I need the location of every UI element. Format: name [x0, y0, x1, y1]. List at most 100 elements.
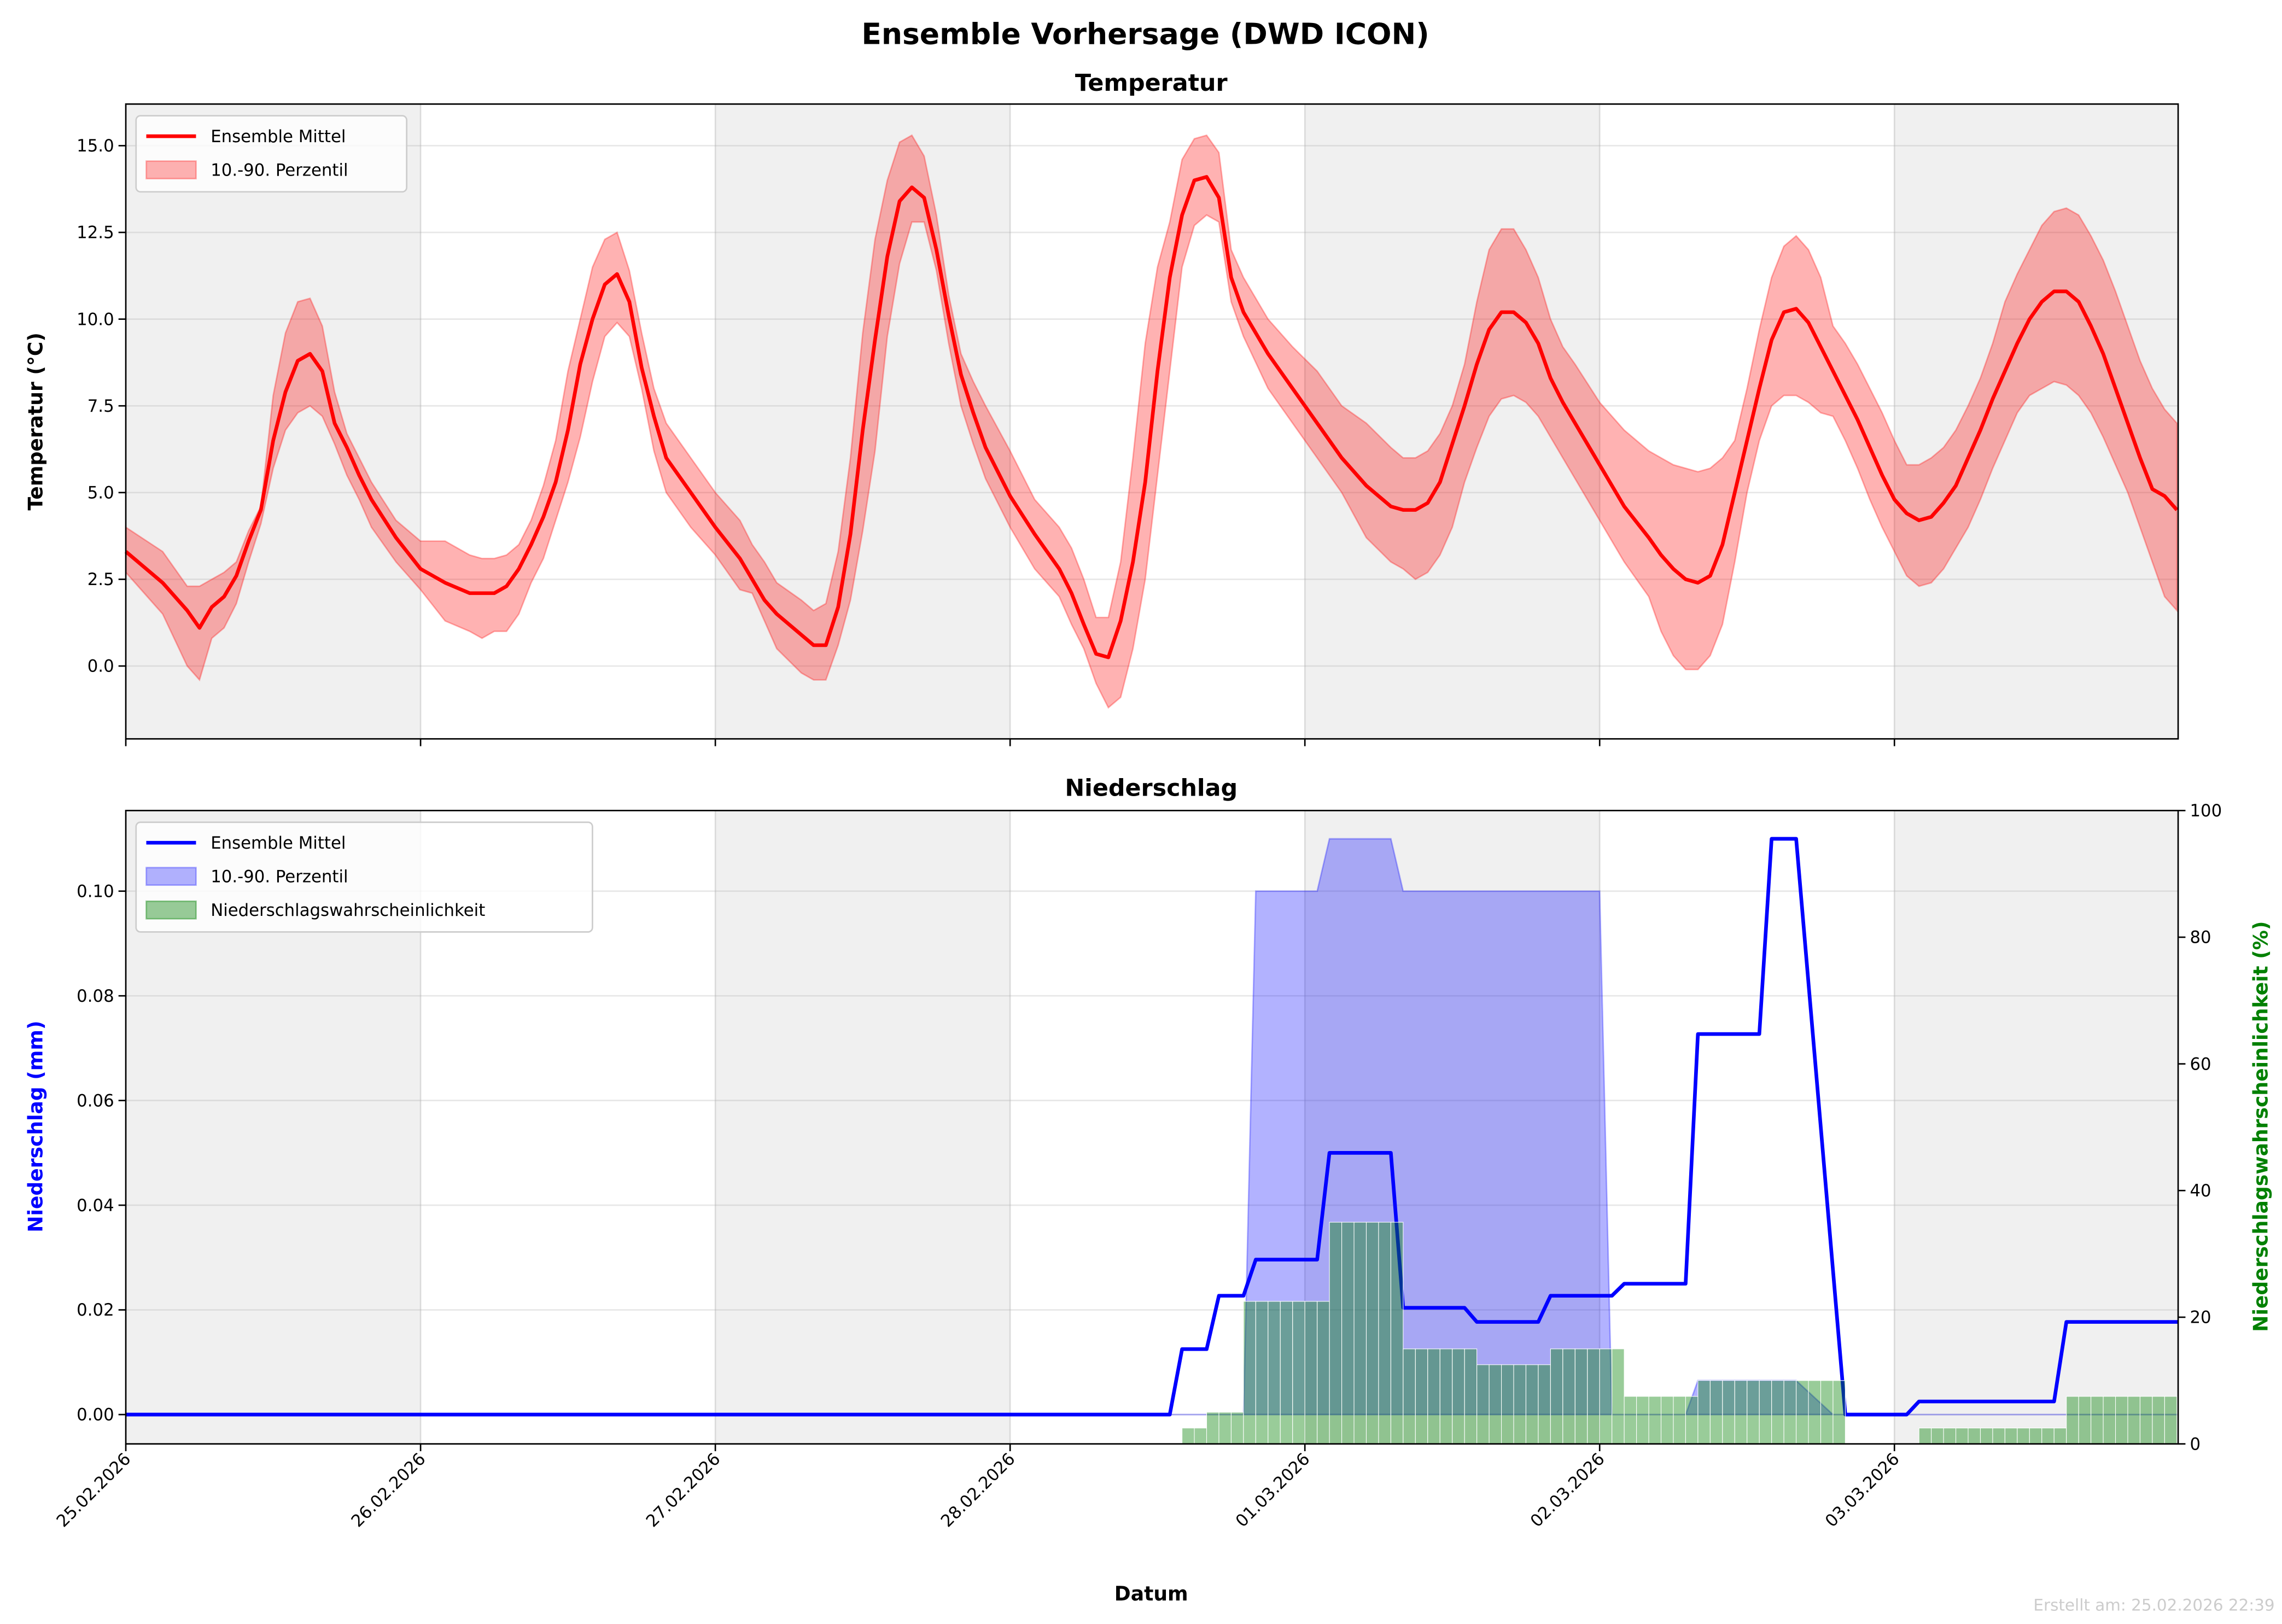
probability-bar: [1562, 1348, 1575, 1445]
probability-bar: [2139, 1396, 2153, 1445]
day-shading: [1894, 810, 2179, 1444]
y-tick-label: 0.02: [77, 1300, 114, 1320]
x-tick-label: 26.02.2026: [347, 1449, 429, 1531]
precip-legend: Ensemble Mittel 10.-90. Perzentil Niedersc…: [135, 821, 593, 933]
x-tick-label: 01.03.2026: [1232, 1449, 1314, 1531]
probability-bar: [1771, 1380, 1784, 1445]
y2-tick-label: 100: [2190, 801, 2222, 821]
probability-bar: [1550, 1348, 1563, 1445]
precip-title: Niederschlag: [1065, 775, 1238, 802]
probability-bar: [2103, 1396, 2116, 1445]
probability-bar: [1501, 1364, 1514, 1445]
y-tick-label: 0.00: [77, 1405, 114, 1425]
probability-bar: [1230, 1412, 1244, 1445]
probability-bar: [1525, 1364, 1539, 1445]
legend-box: [135, 115, 407, 193]
probability-bar: [1513, 1364, 1526, 1445]
probability-bar: [1673, 1396, 1686, 1445]
temperature-ylabel: Temperatur (°C): [24, 332, 48, 510]
y2-tick-label: 20: [2190, 1308, 2211, 1328]
probability-bar: [1194, 1428, 1207, 1445]
temperature-title: Temperatur: [1075, 69, 1228, 97]
y2-tick-label: 80: [2190, 928, 2211, 948]
probability-bar: [1439, 1348, 1453, 1445]
probability-bar: [2115, 1396, 2128, 1445]
probability-bar: [1476, 1364, 1490, 1445]
probability-bar: [1832, 1380, 1846, 1445]
day-shading: [1305, 104, 1600, 739]
probability-bar: [1796, 1380, 1809, 1445]
x-tick-label: 28.02.2026: [937, 1449, 1019, 1531]
probability-bar: [1268, 1301, 1281, 1445]
probability-bar: [1660, 1396, 1674, 1445]
y-tick-label: 7.5: [87, 396, 114, 416]
probability-ylabel: Niederschlagswahrscheinlichkeit (%): [2249, 921, 2272, 1332]
probability-bar: [1968, 1428, 1981, 1445]
probability-bar: [1587, 1348, 1600, 1445]
precip-mean-line: [126, 837, 2179, 1417]
probability-bar: [1599, 1348, 1613, 1445]
legend-box: [135, 821, 593, 933]
precip-axes: 0.00 0.02 0.04 0.06 0.08 0.10 0 20 40 60 80 100 25.0…: [52, 801, 2222, 1531]
temperature-axes: 0.0 2.5 5.0 7.5 10.0 12.5 15.0: [77, 103, 2179, 746]
probability-bar: [1365, 1222, 1379, 1445]
legend-label: Ensemble Mittel: [211, 127, 346, 147]
probability-bar: [2091, 1396, 2104, 1445]
probability-bar: [1206, 1412, 1219, 1445]
probability-bar: [1624, 1396, 1637, 1445]
probability-bar: [1452, 1348, 1465, 1445]
probability-bar: [1341, 1222, 1355, 1445]
legend-patch-swatch: [145, 867, 197, 886]
legend-label: 10.-90. Perzentil: [211, 160, 348, 180]
probability-bar: [1636, 1396, 1649, 1445]
probability-bar: [1918, 1428, 1932, 1445]
probability-bar: [1317, 1301, 1330, 1445]
probability-bar: [2152, 1396, 2165, 1445]
probability-bar: [1353, 1222, 1367, 1445]
probability-bar: [1218, 1412, 1232, 1445]
legend-patch-swatch: [145, 160, 197, 180]
y-tick-label: 2.5: [87, 570, 114, 589]
probability-bar: [1747, 1380, 1760, 1445]
probability-bar: [1722, 1380, 1735, 1445]
y-tick-label: 0.10: [77, 881, 114, 901]
probability-bar: [1992, 1428, 2005, 1445]
probability-bar: [2004, 1428, 2018, 1445]
legend-label: Ensemble Mittel: [211, 833, 346, 853]
probability-bar: [1415, 1348, 1428, 1445]
probability-bar: [2066, 1396, 2079, 1445]
day-shading: [1894, 104, 2179, 739]
probability-bar: [2017, 1428, 2030, 1445]
probability-bar: [1697, 1380, 1711, 1445]
probability-bar: [1182, 1428, 1195, 1445]
x-tick-label: 27.02.2026: [643, 1449, 725, 1531]
probability-bar: [2078, 1396, 2092, 1445]
probability-bar: [2041, 1428, 2055, 1445]
y-tick-label: 12.5: [77, 223, 114, 243]
probability-bar: [1685, 1396, 1699, 1445]
temperature-legend: Ensemble Mittel 10.-90. Perzentil: [135, 115, 407, 193]
x-tick-label: 25.02.2026: [52, 1449, 135, 1531]
probability-bar: [1464, 1348, 1478, 1445]
probability-bar: [1783, 1380, 1797, 1445]
x-tick-label: 02.03.2026: [1527, 1449, 1609, 1531]
probability-bar: [1980, 1428, 1993, 1445]
probability-bar: [2127, 1396, 2140, 1445]
probability-bar: [1759, 1380, 1772, 1445]
probability-bar: [1292, 1301, 1305, 1445]
probability-bar: [1427, 1348, 1440, 1445]
day-shading: [126, 104, 421, 739]
probability-bar: [1574, 1348, 1588, 1445]
probability-bar: [1243, 1301, 1256, 1445]
probability-bar: [1304, 1301, 1318, 1445]
probability-bar: [1489, 1364, 1502, 1445]
probability-bar: [1734, 1380, 1748, 1445]
y-tick-label: 5.0: [87, 483, 114, 503]
probability-bar: [1255, 1301, 1269, 1445]
probability-bar: [2053, 1428, 2067, 1445]
precip-ylabel: Niederschlag (mm): [24, 1020, 48, 1232]
day-shading: [715, 810, 1011, 1444]
y2-tick-label: 60: [2190, 1054, 2211, 1074]
temperature-axes-frame: [125, 103, 2179, 740]
